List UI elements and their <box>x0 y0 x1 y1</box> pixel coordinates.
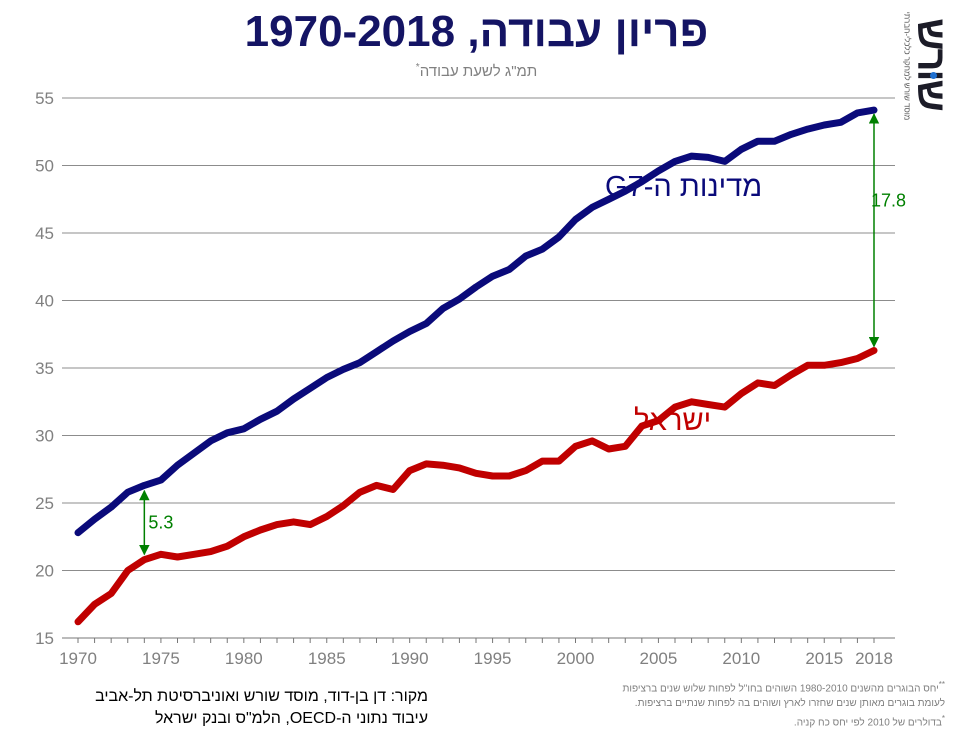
footnote-2-mark: * <box>942 714 945 723</box>
x-tick-label: 1995 <box>474 649 512 668</box>
series-label-g7: מדינות ה-G7 <box>605 171 762 203</box>
x-tick-label: 2000 <box>557 649 595 668</box>
y-tick-label: 30 <box>35 427 54 446</box>
y-tick-label: 55 <box>35 89 54 108</box>
y-tick-label: 35 <box>35 359 54 378</box>
grid-lines <box>62 98 895 643</box>
brand-logo-dot <box>930 72 937 79</box>
footnote-1-mark: ** <box>939 680 945 689</box>
x-tick-label: 2018 <box>855 649 893 668</box>
y-tick-label: 25 <box>35 494 54 513</box>
series-line-israel <box>78 351 874 622</box>
x-tick-label: 1990 <box>391 649 429 668</box>
brand-logo-text: שורש <box>909 18 953 110</box>
y-axis-tick-labels: 15 20 25 30 35 40 45 50 55 <box>35 89 54 648</box>
footnote-2: *בדולרים של 2010 לפי יחס כח קניה. <box>530 711 945 730</box>
x-tick-label: 1970 <box>59 649 97 668</box>
x-tick-label: 1975 <box>142 649 180 668</box>
x-tick-label: 1985 <box>308 649 346 668</box>
source-line-1: מקור: דן בן-דוד, מוסד שורש ואוניברסיטת ת… <box>8 686 428 708</box>
y-tick-label: 20 <box>35 562 54 581</box>
footnote-1b: לעומת בוגרים מאותן שנים שחזרו לארץ ושוהי… <box>530 696 945 711</box>
x-tick-label: 1980 <box>225 649 263 668</box>
gap-value-label: 5.3 <box>148 513 173 533</box>
y-tick-label: 40 <box>35 292 54 311</box>
x-tick-label: 2010 <box>722 649 760 668</box>
footnote-2-text: בדולרים של 2010 לפי יחס כח קניה. <box>794 718 942 729</box>
footnote-1a: **יחס הבוגרים מהשנים 1980-2010 השוהים בח… <box>530 677 945 696</box>
y-tick-label: 50 <box>35 157 54 176</box>
brand-logo: שורש <box>914 18 948 110</box>
footnotes: **יחס הבוגרים מהשנים 1980-2010 השוהים בח… <box>530 677 945 731</box>
gap-value-label: 17.8 <box>871 190 906 210</box>
footnote-1a-text: יחס הבוגרים מהשנים 1980-2010 השוהים בחו"… <box>622 683 938 694</box>
series-label-israel: ישראל <box>634 405 711 437</box>
source-line-2: עיבוד נתוני ה-OECD, הלמ"ס ובנק ישראל <box>8 708 428 730</box>
gap-annotations: 5.3 17.8 <box>144 114 906 554</box>
y-tick-label: 45 <box>35 224 54 243</box>
x-axis-tick-labels: 1970 1975 1980 1985 1990 1995 2000 2005 2010 2015… <box>59 649 893 668</box>
x-tick-label: 2015 <box>805 649 843 668</box>
x-tick-label: 2005 <box>640 649 678 668</box>
source-credit: מקור: דן בן-דוד, מוסד שורש ואוניברסיטת ת… <box>8 686 428 730</box>
y-tick-label: 15 <box>35 629 54 648</box>
